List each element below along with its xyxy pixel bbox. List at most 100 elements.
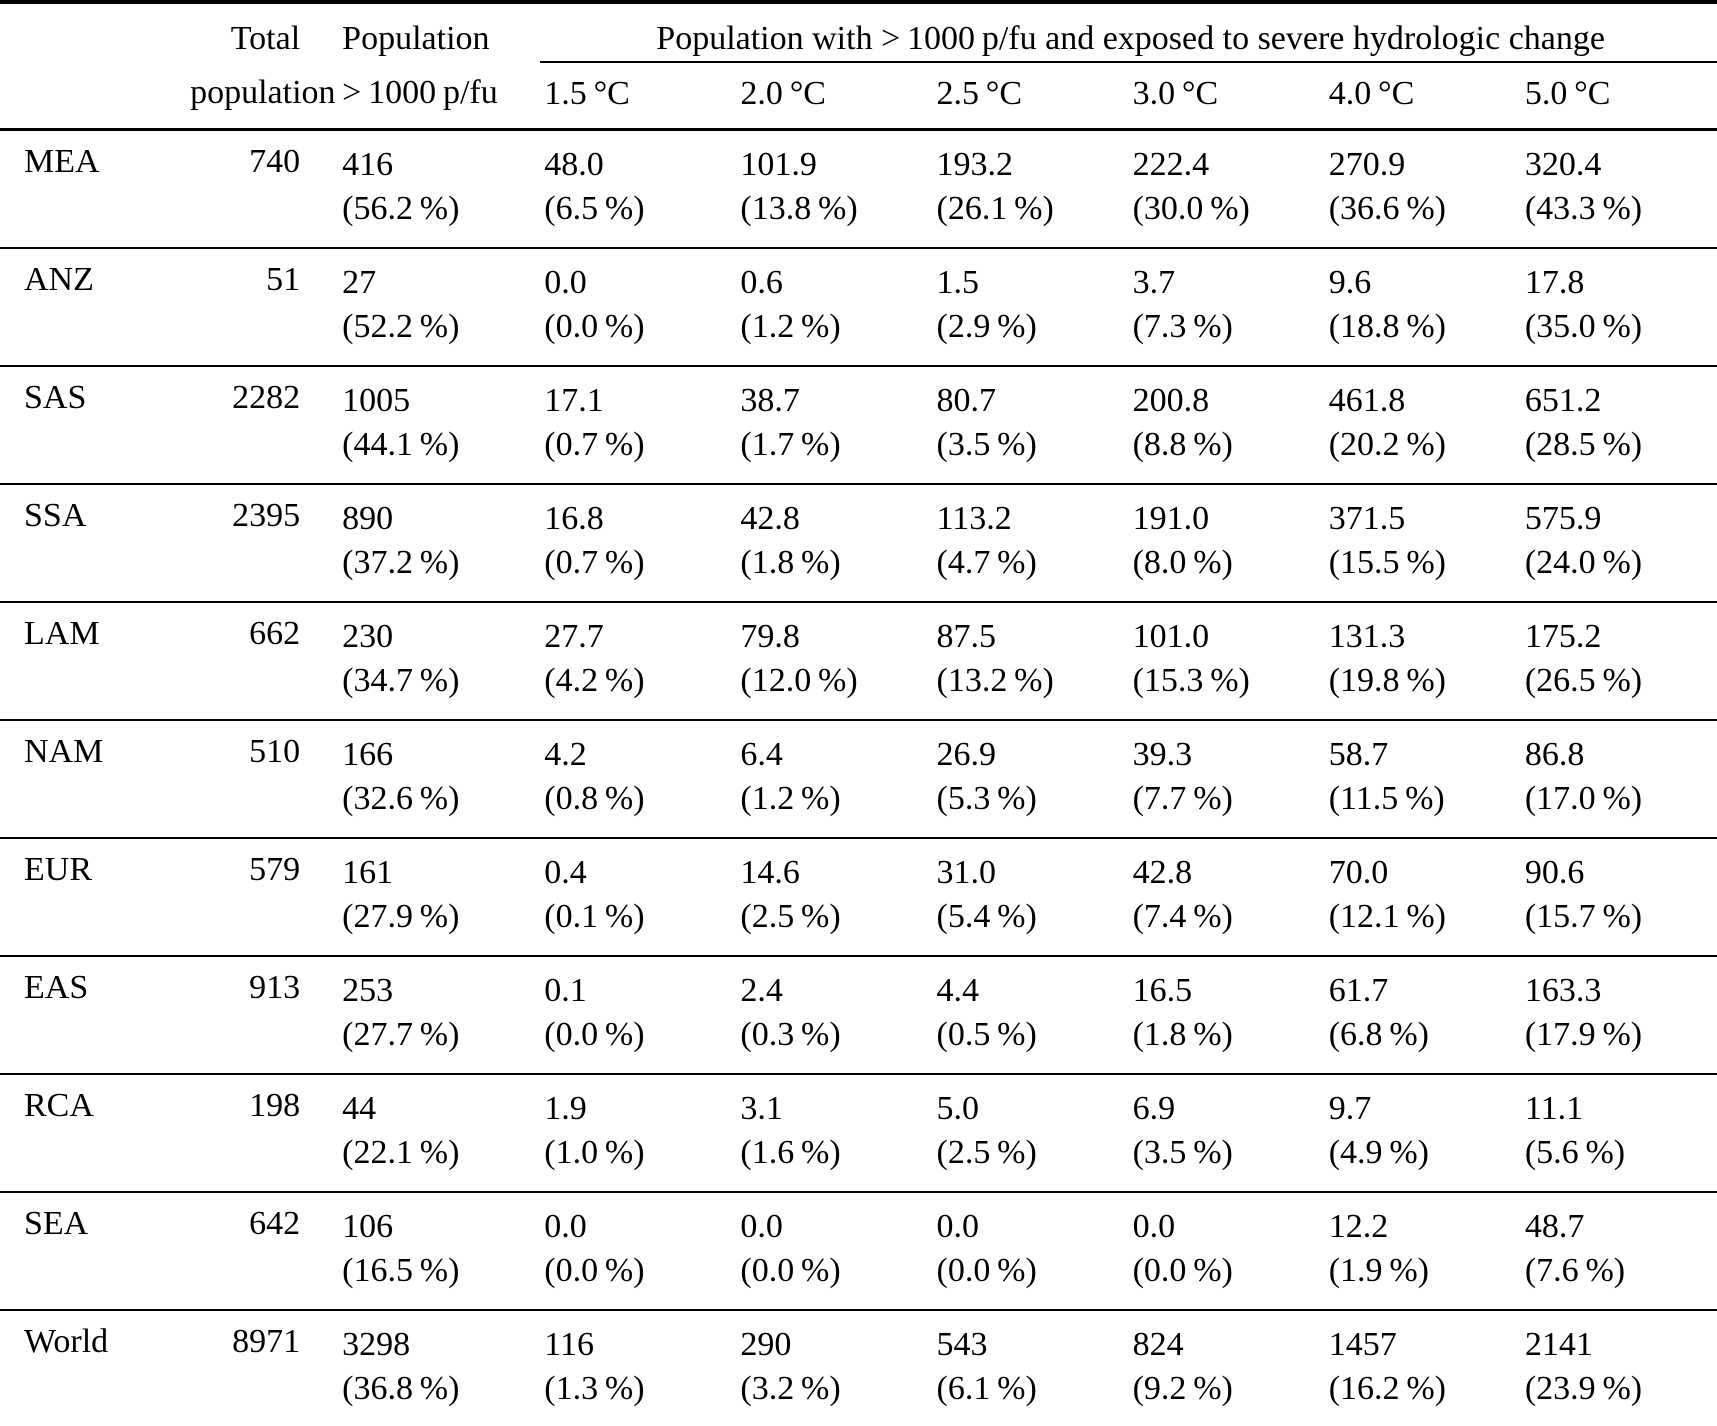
- cell-value: 26.9: [936, 736, 997, 773]
- temperature-exposure-cell: 58.7 (11.5 %): [1324, 720, 1521, 839]
- header-temp-2-0: 2.0 °C: [736, 62, 933, 131]
- cell-value: 101.0: [1132, 618, 1210, 655]
- cell-value: 575.9: [1524, 500, 1602, 537]
- cell-percent: (1.2 %): [740, 308, 841, 345]
- temperature-exposure-cell: 200.8 (8.8 %): [1128, 366, 1325, 485]
- total-population-value: 642: [190, 1192, 331, 1311]
- total-population-value: 2282: [190, 366, 331, 485]
- temperature-exposure-cell: 38.7 (1.7 %): [736, 366, 933, 485]
- temperature-exposure-cell: 222.4 (30.0 %): [1128, 129, 1325, 249]
- population-pfu-cell: 161 (27.9 %): [330, 838, 541, 957]
- population-pfu-cell: 1005 (44.1 %): [330, 366, 541, 485]
- cell-value: 1005: [342, 382, 411, 419]
- cell-percent: (4.7 %): [936, 544, 1037, 581]
- temperature-exposure-cell: 290 (3.2 %): [736, 1310, 932, 1426]
- cell-percent: (7.3 %): [1132, 308, 1233, 345]
- cell-value: 80.7: [936, 382, 997, 419]
- cell-value: 131.3: [1328, 618, 1406, 655]
- cell-percent: (2.5 %): [740, 898, 841, 935]
- cell-value: 416: [342, 146, 394, 183]
- cell-percent: (7.7 %): [1132, 780, 1233, 817]
- temperature-exposure-cell: 0.0 (0.0 %): [540, 1192, 737, 1311]
- temperature-exposure-cell: 3.7 (7.3 %): [1128, 248, 1325, 367]
- total-population-value: 510: [190, 720, 331, 839]
- region-label: MEA: [0, 129, 191, 249]
- cell-value: 44: [342, 1090, 377, 1127]
- cell-value: 230: [342, 618, 394, 655]
- temperature-exposure-cell: 113.2 (4.7 %): [932, 484, 1129, 603]
- cell-percent: (1.3 %): [544, 1370, 645, 1407]
- region-label: ANZ: [0, 248, 191, 367]
- cell-value: 0.4: [544, 854, 587, 891]
- cell-value: 163.3: [1524, 972, 1602, 1009]
- table-row: NAM 510 166 (32.6 %) 4.2 (0.8 %) 6.4 (1.2 %) 26.…: [0, 720, 1717, 839]
- cell-value: 0.1: [544, 972, 587, 1009]
- cell-value: 14.6: [740, 854, 800, 891]
- population-pfu-cell: 166 (32.6 %): [330, 720, 541, 839]
- cell-percent: (26.1 %): [936, 190, 1054, 227]
- cell-value: 116: [544, 1326, 595, 1363]
- header-region-blank: [0, 2, 190, 62]
- cell-percent: (15.7 %): [1524, 898, 1643, 935]
- cell-percent: (23.9 %): [1524, 1370, 1643, 1407]
- temperature-exposure-cell: 163.3 (17.9 %): [1520, 956, 1717, 1075]
- cell-percent: (9.2 %): [1132, 1370, 1233, 1407]
- cell-value: 6.9: [1132, 1090, 1176, 1127]
- cell-value: 4.4: [936, 972, 980, 1009]
- cell-value: 42.8: [1132, 854, 1193, 891]
- cell-percent: (0.3 %): [740, 1016, 841, 1053]
- cell-percent: (43.3 %): [1524, 190, 1643, 227]
- temperature-exposure-cell: 4.2 (0.8 %): [540, 720, 737, 839]
- cell-value: 0.6: [740, 264, 783, 301]
- cell-value: 11.1: [1524, 1090, 1584, 1127]
- cell-value: 200.8: [1132, 382, 1210, 419]
- temperature-exposure-cell: 61.7 (6.8 %): [1324, 956, 1521, 1075]
- temperature-exposure-cell: 0.0 (0.0 %): [1128, 1192, 1325, 1311]
- cell-percent: (13.2 %): [936, 662, 1054, 699]
- population-pfu-cell: 416 (56.2 %): [330, 129, 541, 249]
- cell-value: 61.7: [1328, 972, 1389, 1009]
- cell-value: 58.7: [1328, 736, 1389, 773]
- population-pfu-cell: 44 (22.1 %): [330, 1074, 541, 1193]
- cell-value: 371.5: [1328, 500, 1406, 537]
- cell-percent: (16.2 %): [1328, 1370, 1446, 1407]
- total-population-value: 579: [190, 838, 331, 957]
- cell-percent: (5.6 %): [1524, 1134, 1626, 1171]
- temperature-exposure-cell: 543 (6.1 %): [933, 1310, 1129, 1426]
- region-label: World: [24, 1323, 109, 1360]
- cell-percent: (5.4 %): [936, 898, 1037, 935]
- cell-value: 9.7: [1328, 1090, 1372, 1127]
- temperature-exposure-cell: 0.0 (0.0 %): [932, 1192, 1129, 1311]
- cell-value: 543: [936, 1326, 988, 1363]
- temperature-exposure-cell: 14.6 (2.5 %): [736, 838, 933, 957]
- cell-percent: (8.0 %): [1132, 544, 1233, 581]
- cell-percent: (17.9 %): [1524, 1016, 1643, 1053]
- temperature-exposure-cell: 0.4 (0.1 %): [540, 838, 737, 957]
- temperature-exposure-cell: 131.3 (19.8 %): [1324, 602, 1521, 721]
- temperature-exposure-cell: 191.0 (8.0 %): [1128, 484, 1325, 603]
- cell-percent: (1.8 %): [1132, 1016, 1233, 1053]
- cell-percent: (0.0 %): [544, 1016, 645, 1053]
- cell-value: 2141: [1524, 1326, 1593, 1363]
- temperature-exposure-cell: 575.9 (24.0 %): [1520, 484, 1717, 603]
- cell-percent: (0.0 %): [1132, 1252, 1233, 1289]
- temperature-exposure-cell: 824 (9.2 %): [1129, 1310, 1325, 1426]
- cell-value: 87.5: [936, 618, 997, 655]
- cell-percent: (1.6 %): [740, 1134, 841, 1171]
- temperature-exposure-cell: 87.5 (13.2 %): [932, 602, 1129, 721]
- cell-value: 27: [342, 264, 377, 301]
- cell-percent: (2.9 %): [936, 308, 1037, 345]
- total-population-value: 51: [190, 248, 331, 367]
- population-pfu-cell: 230 (34.7 %): [330, 602, 541, 721]
- region-label: SSA: [0, 484, 191, 603]
- cell-percent: (0.7 %): [544, 544, 645, 581]
- cell-percent: (0.8 %): [544, 780, 645, 817]
- header-pfu-line2: > 1000 p/fu: [330, 62, 541, 131]
- temperature-exposure-cell: 16.8 (0.7 %): [540, 484, 737, 603]
- cell-percent: (15.3 %): [1132, 662, 1250, 699]
- temperature-exposure-cell: 80.7 (3.5 %): [932, 366, 1129, 485]
- temperature-exposure-cell: 2.4 (0.3 %): [736, 956, 933, 1075]
- cell-percent: (19.8 %): [1328, 662, 1446, 699]
